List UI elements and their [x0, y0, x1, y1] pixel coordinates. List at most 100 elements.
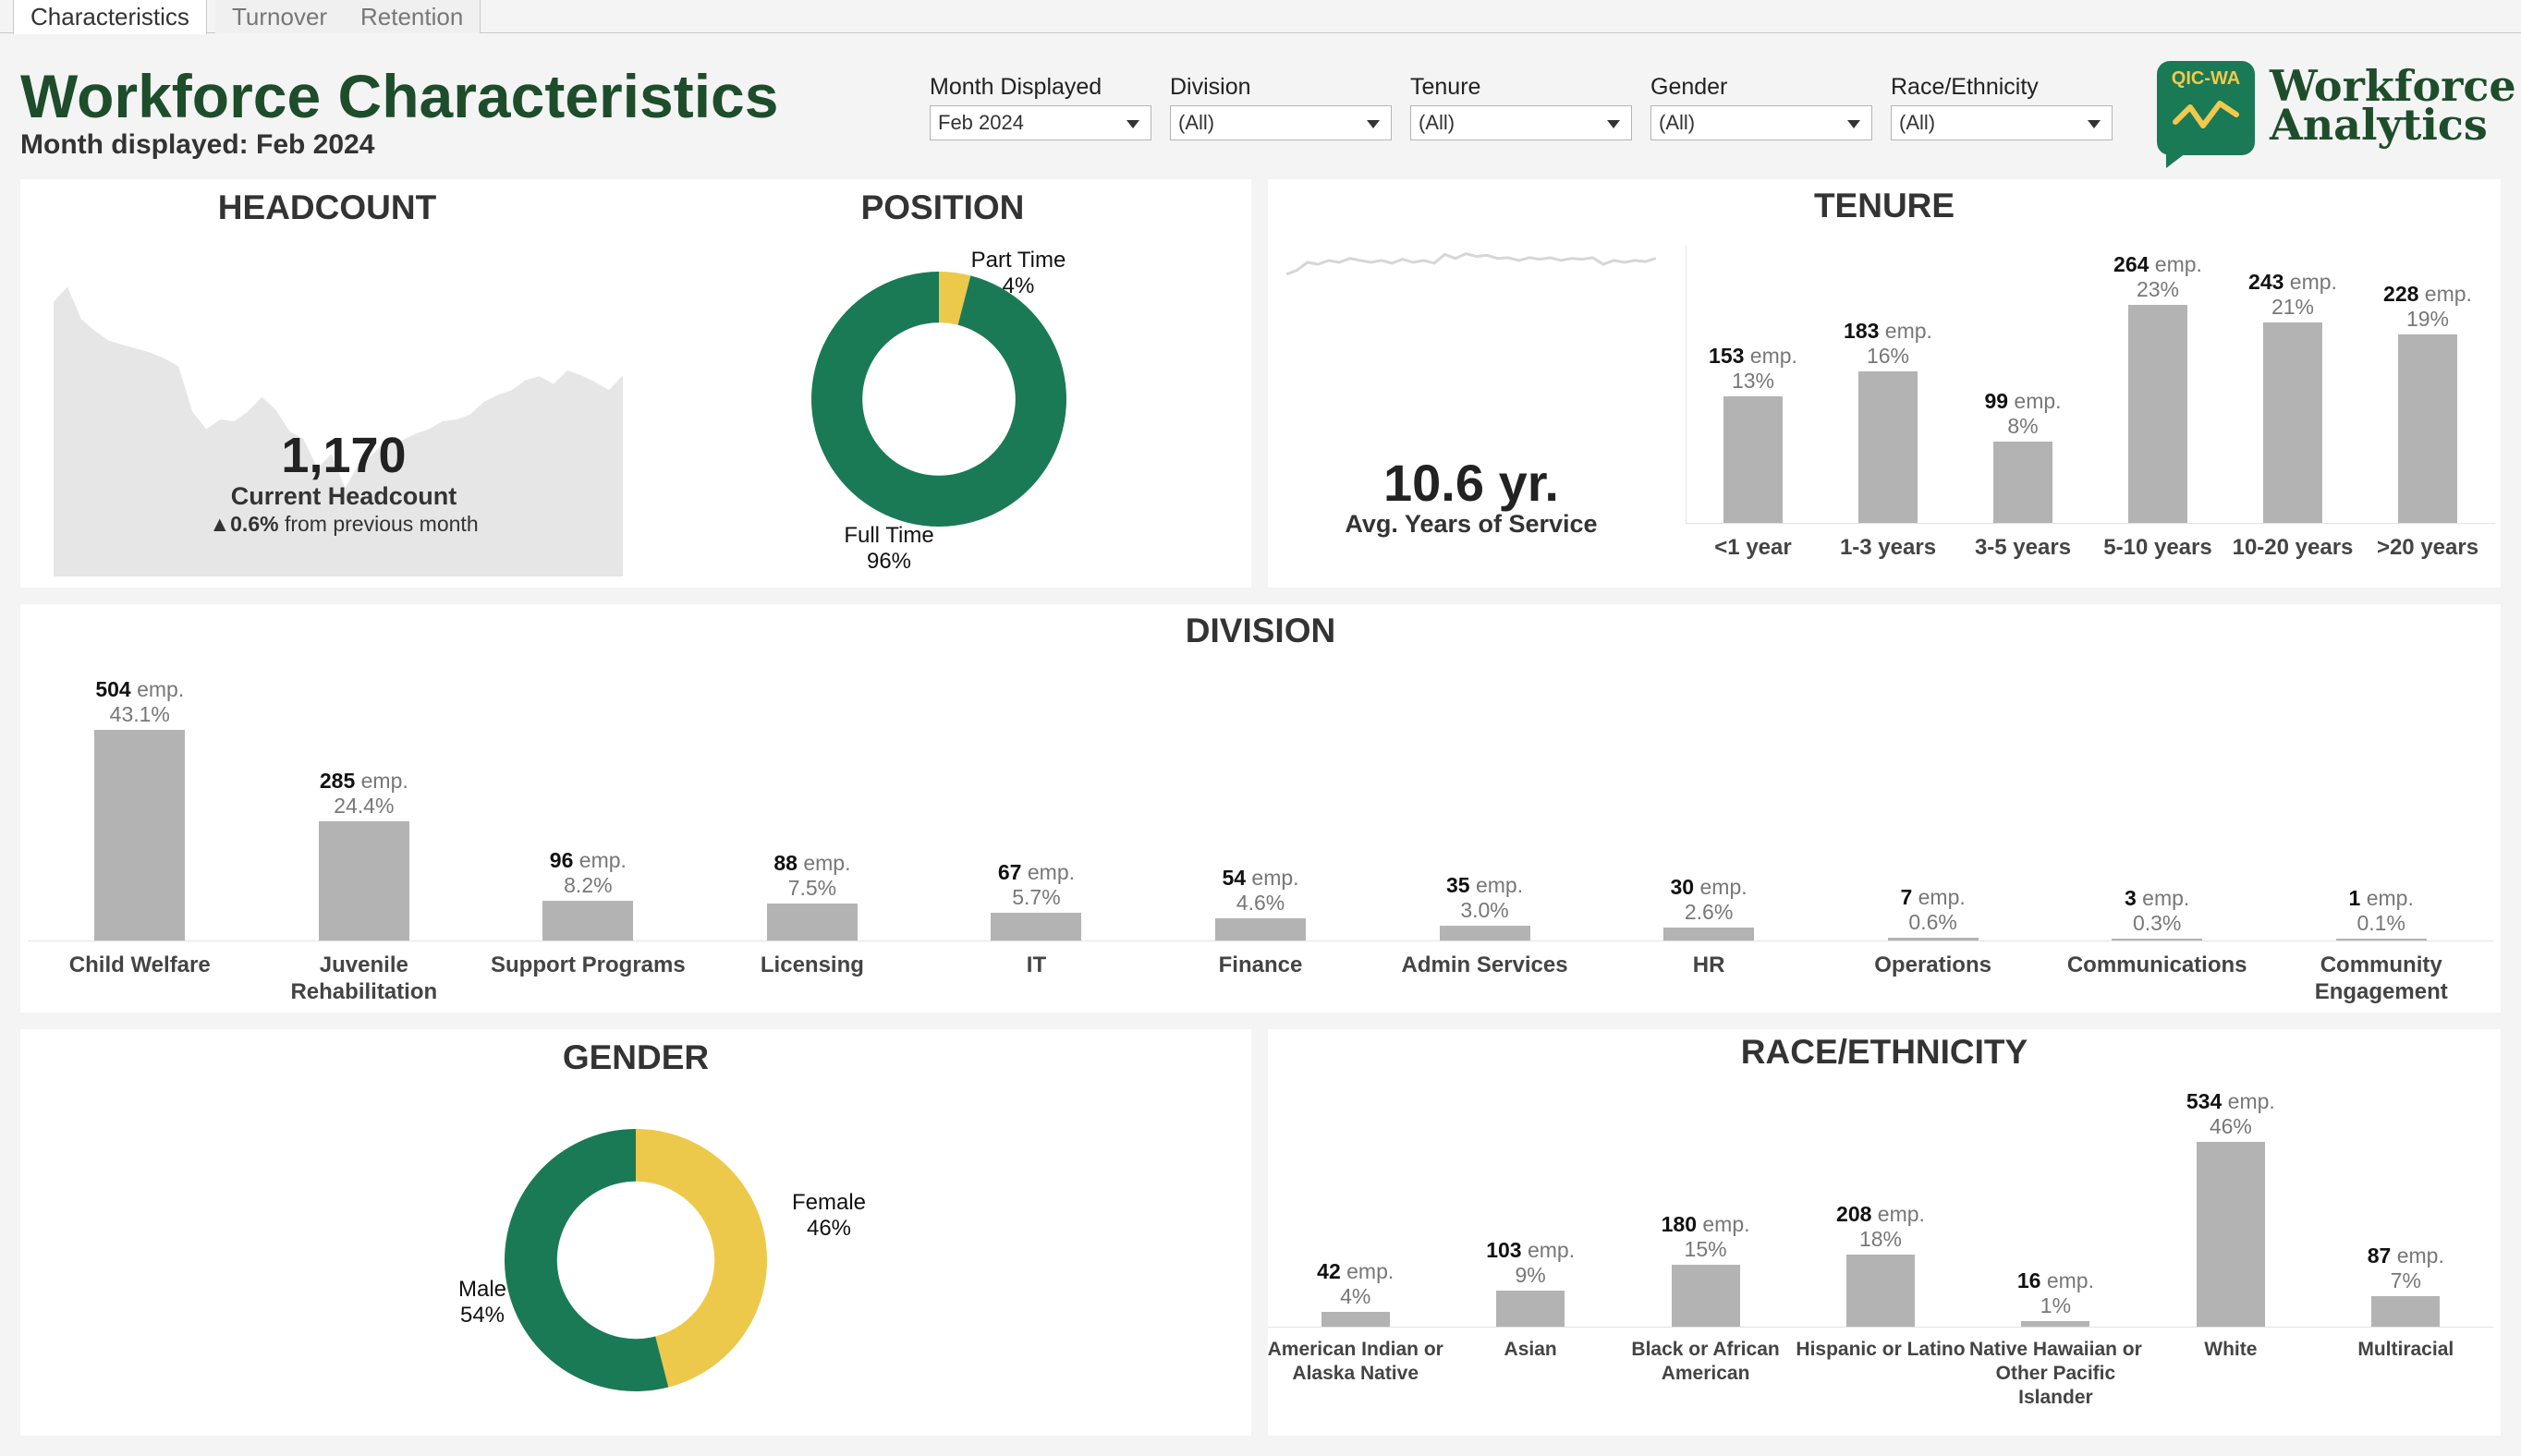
tenure-bar[interactable]: [2128, 305, 2187, 523]
chevron-down-icon: [1847, 120, 1860, 128]
race-bar[interactable]: [1496, 1291, 1565, 1327]
tenure-count-label: 183 emp.: [1844, 319, 1932, 344]
race-bar[interactable]: [1671, 1264, 1740, 1327]
tenure-bar-chart: 153 emp. 13% <1 year 183 emp. 16% 1-3 years 99…: [1686, 179, 2499, 588]
filter-gender: Gender (All): [1650, 74, 1872, 140]
tenure-percent-label: 21%: [2271, 294, 2315, 319]
filter-race: Race/Ethnicity (All): [1891, 74, 2113, 140]
headcount-change: ▲0.6% from previous month: [140, 512, 547, 537]
race-category-label: American Indian or Alaska Native: [1267, 1339, 1443, 1384]
tenure-bar[interactable]: [1858, 371, 1918, 523]
month-select[interactable]: Feb 2024: [930, 105, 1151, 140]
gender-slice-female[interactable]: [636, 1129, 768, 1388]
race-bar[interactable]: [2021, 1321, 2090, 1327]
select-value: (All): [1178, 111, 1215, 134]
division-bar[interactable]: [2335, 939, 2427, 940]
division-bar[interactable]: [318, 821, 409, 940]
position-slice-full-time[interactable]: [811, 272, 1066, 527]
filter-month: Month Displayed Feb 2024: [930, 74, 1151, 140]
tenure-count-label: 264 emp.: [2113, 252, 2202, 276]
division-count-label: 504 emp.: [95, 677, 185, 701]
gender-slice-male[interactable]: [505, 1129, 669, 1391]
division-bar[interactable]: [2112, 939, 2203, 940]
tenure-bar[interactable]: [2263, 322, 2322, 523]
tenure-trend-line: [1286, 252, 1656, 276]
tenure-trend-path: [1286, 252, 1656, 276]
race-category-label: Native Hawaiian or Other Pacific Islande…: [1969, 1339, 2142, 1408]
select-value: (All): [1419, 111, 1455, 134]
division-count-label: 3 emp.: [2125, 886, 2190, 910]
division-percent-label: 2.6%: [1684, 900, 1734, 925]
position-slice-part-time[interactable]: [939, 272, 971, 325]
division-category-label: Support Programs: [491, 952, 686, 977]
division-count-label: 1 emp.: [2348, 886, 2414, 910]
race-category-label: Multiracial: [2357, 1339, 2454, 1360]
division-count-label: 67 emp.: [997, 859, 1076, 884]
position-title: POSITION: [860, 188, 1025, 226]
race-panel: RACE/ETHNICITY 42 emp. 4% American Indian …: [1268, 1029, 2501, 1436]
race-select[interactable]: (All): [1891, 105, 2113, 140]
trend-line-icon: [2173, 101, 2239, 128]
filter-label: Division: [1170, 74, 1251, 100]
race-bar[interactable]: [2371, 1296, 2441, 1327]
race-bar[interactable]: [1846, 1255, 1915, 1327]
position-full-time-label: Full Time 96%: [844, 523, 934, 574]
tenure-bar[interactable]: [2398, 334, 2457, 523]
headcount-label: Current Headcount: [230, 482, 457, 510]
page-subtitle: Month displayed: Feb 2024: [20, 129, 375, 160]
tenure-bar[interactable]: [1993, 441, 2052, 523]
division-percent-label: 0.6%: [1908, 909, 1957, 934]
division-percent-label: 4.6%: [1236, 890, 1285, 915]
gender-select[interactable]: (All): [1650, 105, 1872, 140]
tab-characteristics[interactable]: Characteristics: [13, 0, 207, 34]
filter-label: Tenure: [1410, 74, 1481, 100]
tenure-select[interactable]: (All): [1410, 105, 1632, 140]
division-bar[interactable]: [542, 900, 634, 940]
race-percent-label: 15%: [1684, 1236, 1727, 1261]
tenure-percent-label: 23%: [2136, 277, 2180, 301]
race-bar[interactable]: [1321, 1312, 1390, 1327]
race-category-label: Hispanic or Latino: [1796, 1339, 1966, 1360]
chart-baseline: [1686, 523, 2495, 524]
race-count-label: 534 emp.: [2186, 1089, 2275, 1113]
tab-turnover[interactable]: Turnover: [215, 0, 346, 33]
tenure-percent-label: 19%: [2405, 307, 2450, 332]
select-value: (All): [1659, 111, 1696, 134]
division-category-label: IT: [1026, 952, 1047, 977]
tenure-count-label: 153 emp.: [1709, 344, 1797, 369]
filter-tenure: Tenure (All): [1410, 74, 1632, 140]
headcount-position-panel: HEADCOUNT 1,170 Current Headcount ▲0.6% …: [20, 179, 1251, 588]
logo-word-1: Workforce: [2270, 61, 2516, 111]
gender-title: GENDER: [562, 1038, 710, 1076]
division-bar[interactable]: [1887, 937, 1979, 940]
race-percent-label: 1%: [2040, 1293, 2072, 1317]
division-category-label: Community Engagement: [2314, 952, 2448, 1004]
division-bar[interactable]: [1663, 928, 1755, 940]
division-select[interactable]: (All): [1170, 105, 1392, 140]
tenure-percent-label: 8%: [2007, 413, 2039, 438]
division-percent-label: 43.1%: [109, 702, 170, 726]
logo-badge: QIC-WA: [2157, 61, 2255, 155]
race-bar[interactable]: [2196, 1142, 2265, 1327]
tenure-bar[interactable]: [1723, 396, 1783, 523]
filter-division: Division (All): [1170, 74, 1392, 140]
headcount-change-value: 0.6%: [230, 512, 279, 536]
division-bar[interactable]: [1215, 917, 1306, 940]
division-count-label: 285 emp.: [319, 769, 408, 794]
division-category-label: Operations: [1874, 952, 1991, 977]
division-bar[interactable]: [991, 912, 1082, 940]
division-category-label: Admin Services: [1401, 952, 1568, 977]
race-title: RACE/ETHNICITY: [1740, 1033, 2028, 1071]
race-category-label: Asian: [1504, 1339, 1557, 1360]
division-bar[interactable]: [94, 730, 186, 940]
logo-badge-text: QIC-WA: [2171, 68, 2241, 89]
division-bar[interactable]: [766, 904, 858, 940]
headcount-area-chart: [54, 286, 623, 576]
chart-baseline: [28, 940, 2493, 941]
tenure-percent-label: 13%: [1731, 369, 1775, 394]
race-percent-label: 7%: [2390, 1268, 2421, 1293]
division-category-label: Finance: [1218, 952, 1303, 977]
tab-retention[interactable]: Retention: [344, 0, 481, 33]
division-bar[interactable]: [1439, 926, 1530, 940]
tenure-count-label: 99 emp.: [1984, 388, 2062, 413]
